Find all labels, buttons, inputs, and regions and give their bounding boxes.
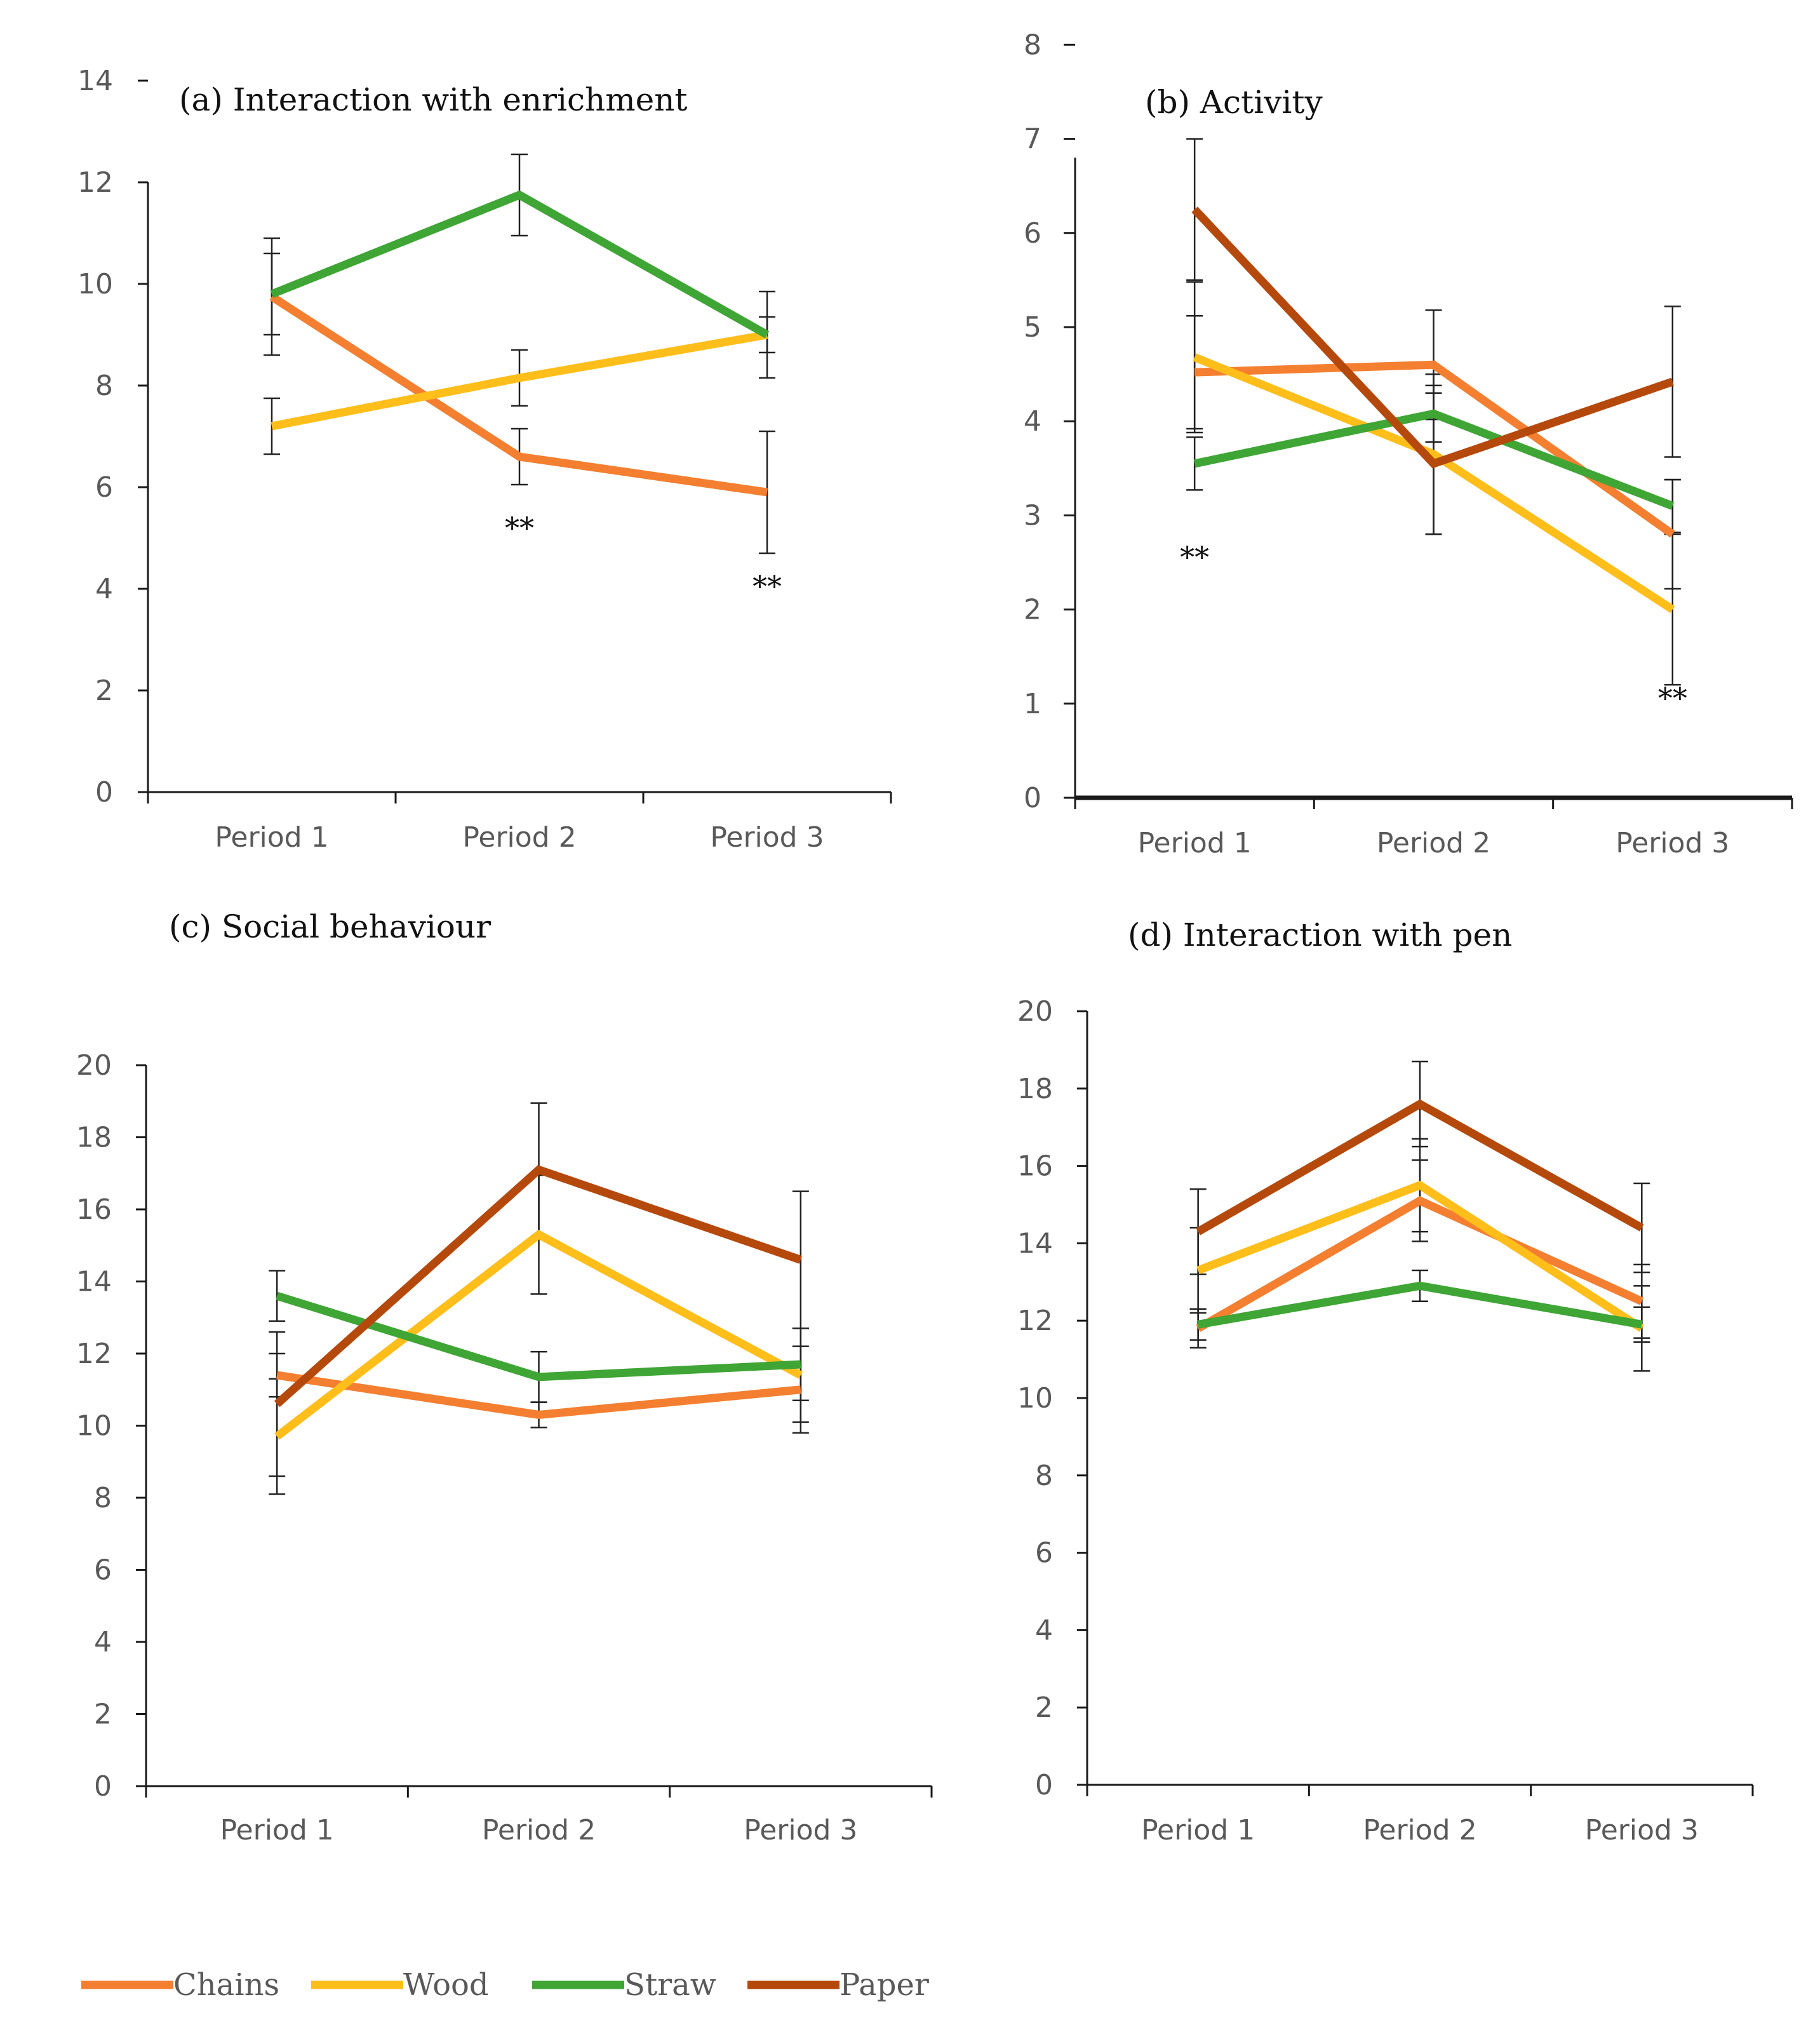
y-tick-label-b: 1	[1024, 688, 1041, 720]
y-tick-label-c: 2	[94, 1698, 112, 1731]
y-tick-label-a: 6	[95, 471, 113, 504]
series-line-d-paper	[1196, 1099, 1644, 1235]
y-tick-label-c: 12	[76, 1338, 112, 1370]
y-tick-label-a: 0	[95, 776, 113, 809]
series-line-c-chains	[276, 1371, 801, 1420]
chart-panel-a: (a) Interaction with enrichment 0 2 4 6 8 10 12…	[77, 65, 892, 854]
x-tick-label-d: Period 3	[1585, 1814, 1699, 1846]
y-tick-label-d: 6	[1035, 1537, 1053, 1570]
y-tick-label-c: 8	[94, 1482, 112, 1514]
y-tick-label-b: 5	[1024, 311, 1041, 344]
series-line-b-paper	[1191, 206, 1674, 469]
x-tick-label-a: Period 1	[215, 821, 328, 854]
y-tick-label-d: 14	[1017, 1227, 1053, 1260]
series-line-a-wood	[271, 330, 768, 431]
x-tick-label-b: Period 3	[1616, 827, 1729, 859]
significance-marker-b: **	[1658, 681, 1687, 715]
y-tick-label-c: 20	[76, 1049, 112, 1082]
chart-title-a: (a) Interaction with enrichment	[179, 81, 688, 118]
y-tick-label-a: 2	[95, 675, 113, 707]
chart-title-c: (c) Social behaviour	[169, 908, 491, 945]
chart-panel-d: (d) Interaction with pen 0 2 4 6 8 10 12 14 16 18 2…	[1017, 917, 1754, 1846]
y-tick-label-a: 8	[95, 370, 113, 402]
series-line-c-paper	[274, 1165, 802, 1408]
series-line-b-wood	[1193, 353, 1675, 614]
series-line-c-wood	[274, 1230, 803, 1440]
series-line-d-straw	[1197, 1281, 1643, 1329]
series-line-a-straw	[270, 190, 770, 339]
chart-title-d: (d) Interaction with pen	[1128, 917, 1512, 953]
y-tick-label-c: 16	[76, 1193, 112, 1226]
y-tick-label-d: 8	[1035, 1460, 1053, 1492]
x-tick-label-d: Period 2	[1363, 1814, 1476, 1846]
legend-label-wood: Wood	[403, 1967, 489, 2003]
series-line-d-wood	[1196, 1180, 1644, 1332]
series-line-a-chains	[269, 293, 768, 497]
significance-marker-a: **	[753, 569, 782, 603]
y-tick-label-a: 10	[77, 268, 113, 300]
series-line-b-straw	[1193, 409, 1675, 510]
chart-panel-c: (c) Social behaviour 0 2 4 6 8 10 12 14 16 18 20 Per…	[76, 908, 933, 1846]
x-tick-label-c: Period 3	[744, 1814, 857, 1846]
y-tick-label-a: 14	[77, 65, 113, 97]
y-tick-label-a: 4	[95, 573, 113, 605]
y-tick-label-b: 2	[1024, 594, 1041, 626]
y-tick-label-b: 4	[1024, 405, 1041, 438]
y-tick-label-d: 4	[1035, 1614, 1053, 1646]
y-tick-label-c: 4	[94, 1626, 112, 1658]
x-tick-label-a: Period 2	[462, 821, 576, 854]
x-tick-label-b: Period 2	[1377, 827, 1490, 859]
legend-label-straw: Straw	[624, 1967, 716, 2003]
significance-marker-b: **	[1180, 540, 1209, 574]
x-tick-label-c: Period 2	[482, 1814, 596, 1846]
y-tick-label-d: 10	[1017, 1382, 1053, 1415]
y-tick-label-d: 0	[1035, 1769, 1053, 1801]
y-tick-label-d: 2	[1035, 1691, 1053, 1724]
y-tick-label-c: 14	[76, 1266, 112, 1298]
chart-panel-b: (b) Activity 0 1 2 3 4 5 6 7 8 Period 1 Period 2 Per…	[1024, 29, 1793, 859]
y-tick-label-a: 12	[77, 166, 113, 199]
y-tick-label-d: 20	[1017, 995, 1053, 1028]
y-tick-label-c: 10	[76, 1410, 112, 1442]
significance-marker-a: **	[505, 511, 534, 545]
x-tick-label-a: Period 3	[710, 821, 824, 854]
y-tick-label-d: 12	[1017, 1305, 1053, 1337]
y-tick-label-d: 16	[1017, 1150, 1053, 1183]
y-tick-label-c: 18	[76, 1122, 112, 1154]
y-tick-label-b: 7	[1024, 123, 1041, 156]
legend: Chains Wood Straw Paper	[81, 1967, 929, 2003]
y-tick-label-b: 6	[1024, 217, 1041, 250]
y-tick-label-b: 8	[1024, 29, 1041, 61]
legend-label-chains: Chains	[173, 1967, 279, 2003]
x-tick-label-c: Period 1	[220, 1814, 334, 1846]
chart-title-b: (b) Activity	[1145, 84, 1323, 121]
y-tick-label-c: 0	[94, 1770, 112, 1803]
legend-label-paper: Paper	[840, 1967, 929, 2003]
y-tick-label-b: 3	[1024, 499, 1041, 532]
x-tick-label-d: Period 1	[1141, 1814, 1255, 1846]
x-tick-label-b: Period 1	[1138, 827, 1252, 859]
y-tick-label-c: 6	[94, 1554, 112, 1587]
y-tick-label-d: 18	[1017, 1073, 1053, 1105]
y-tick-label-b: 0	[1024, 782, 1041, 814]
series-line-d-chains	[1196, 1196, 1644, 1333]
